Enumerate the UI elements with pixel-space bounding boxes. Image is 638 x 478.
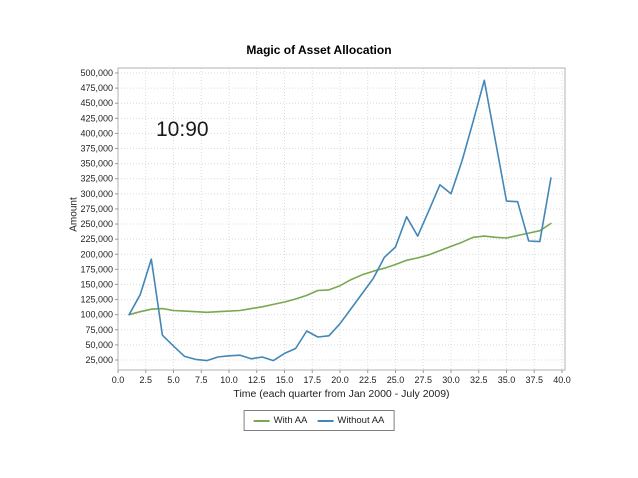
- svg-text:7.5: 7.5: [195, 375, 208, 385]
- svg-text:0.0: 0.0: [112, 375, 125, 385]
- y-axis-title: Amount: [68, 197, 80, 232]
- gridlines: [117, 68, 565, 370]
- axis-ticks: [115, 72, 563, 373]
- svg-text:450,000: 450,000: [80, 98, 113, 108]
- allocation-ratio-annotation: 10:90: [156, 118, 209, 141]
- svg-text:27.5: 27.5: [414, 375, 432, 385]
- svg-text:12.5: 12.5: [248, 375, 266, 385]
- svg-text:50,000: 50,000: [85, 340, 113, 350]
- svg-text:475,000: 475,000: [80, 83, 113, 93]
- with-aa-line-swatch: [253, 419, 270, 422]
- legend: With AA Without AA: [243, 410, 395, 431]
- svg-text:350,000: 350,000: [80, 159, 113, 169]
- svg-text:400,000: 400,000: [80, 128, 113, 138]
- svg-text:37.5: 37.5: [525, 375, 543, 385]
- svg-text:10.0: 10.0: [220, 375, 238, 385]
- with-aa-line: [128, 222, 552, 316]
- svg-text:32.5: 32.5: [470, 375, 488, 385]
- svg-text:375,000: 375,000: [80, 144, 113, 154]
- svg-text:15.0: 15.0: [276, 375, 294, 385]
- svg-text:275,000: 275,000: [80, 204, 113, 214]
- legend-item-without-aa: Without AA: [317, 415, 384, 426]
- svg-text:5.0: 5.0: [167, 375, 180, 385]
- svg-text:425,000: 425,000: [80, 113, 113, 123]
- legend-item-with-aa: With AA: [253, 415, 308, 426]
- legend-label-without-aa: Without AA: [337, 415, 385, 426]
- svg-text:325,000: 325,000: [80, 174, 113, 184]
- svg-text:125,000: 125,000: [80, 295, 113, 305]
- svg-text:75,000: 75,000: [85, 325, 113, 335]
- svg-text:150,000: 150,000: [80, 279, 113, 289]
- svg-text:17.5: 17.5: [303, 375, 321, 385]
- svg-text:500,000: 500,000: [80, 68, 113, 78]
- svg-text:2.5: 2.5: [139, 375, 152, 385]
- chart-title: Magic of Asset Allocation: [246, 43, 392, 57]
- svg-text:40.0: 40.0: [553, 375, 571, 385]
- svg-text:22.5: 22.5: [359, 375, 377, 385]
- svg-text:25.0: 25.0: [387, 375, 405, 385]
- svg-text:100,000: 100,000: [80, 310, 113, 320]
- svg-text:175,000: 175,000: [80, 264, 113, 274]
- svg-text:20.0: 20.0: [331, 375, 349, 385]
- svg-text:30.0: 30.0: [442, 375, 460, 385]
- svg-text:200,000: 200,000: [80, 249, 113, 259]
- svg-text:25,000: 25,000: [85, 355, 113, 365]
- svg-text:35.0: 35.0: [498, 375, 516, 385]
- svg-text:250,000: 250,000: [80, 219, 113, 229]
- without-aa-line-swatch: [317, 419, 334, 422]
- svg-text:300,000: 300,000: [80, 189, 113, 199]
- x-axis-title: Time (each quarter from Jan 2000 - July …: [233, 388, 450, 400]
- legend-label-with-aa: With AA: [273, 415, 308, 426]
- y-tick-labels: 25,000 50,000 75,000 100,000 125,000 150,000 1…: [80, 68, 113, 365]
- x-tick-labels: 0.0 2.5 5.0 7.5 10.0 12.5 15.0 17.5 20.0 22.5 25.0…: [112, 375, 571, 385]
- svg-text:225,000: 225,000: [80, 234, 113, 244]
- plot-border: [117, 67, 566, 371]
- without-aa-line: [128, 79, 552, 362]
